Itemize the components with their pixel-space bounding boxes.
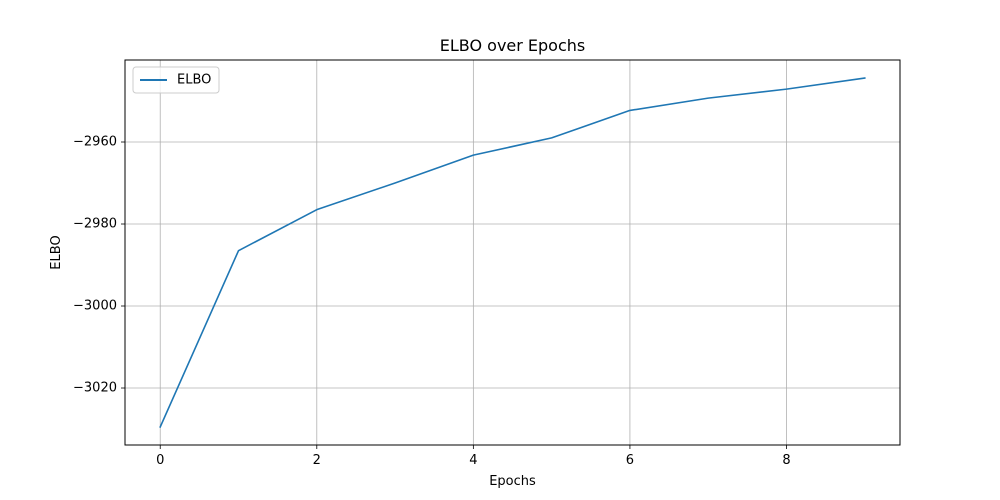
x-tick-label: 4 [469,453,477,468]
series-line-elbo [159,77,866,429]
chart-title: ELBO over Epochs [440,36,586,55]
y-axis-title: ELBO [49,235,64,269]
grid [125,60,900,445]
ticks: 0 2 4 6 8 −3020 −3000 −2980 −2960 [73,135,791,468]
y-tick-label: −2960 [73,135,117,150]
y-tick-label: −2980 [73,217,117,232]
x-tick-label: 6 [626,453,634,468]
legend: ELBO [132,66,220,94]
x-axis-title: Epochs [489,474,536,489]
x-tick-label: 2 [313,453,321,468]
series-layer [159,77,866,429]
x-tick-label: 8 [782,453,790,468]
plot-frame [124,59,901,446]
legend-box [132,66,220,94]
x-tick-label: 0 [156,453,164,468]
y-tick-label: −3000 [73,299,117,314]
y-tick-label: −3020 [73,381,117,396]
legend-label-elbo: ELBO [177,73,211,88]
